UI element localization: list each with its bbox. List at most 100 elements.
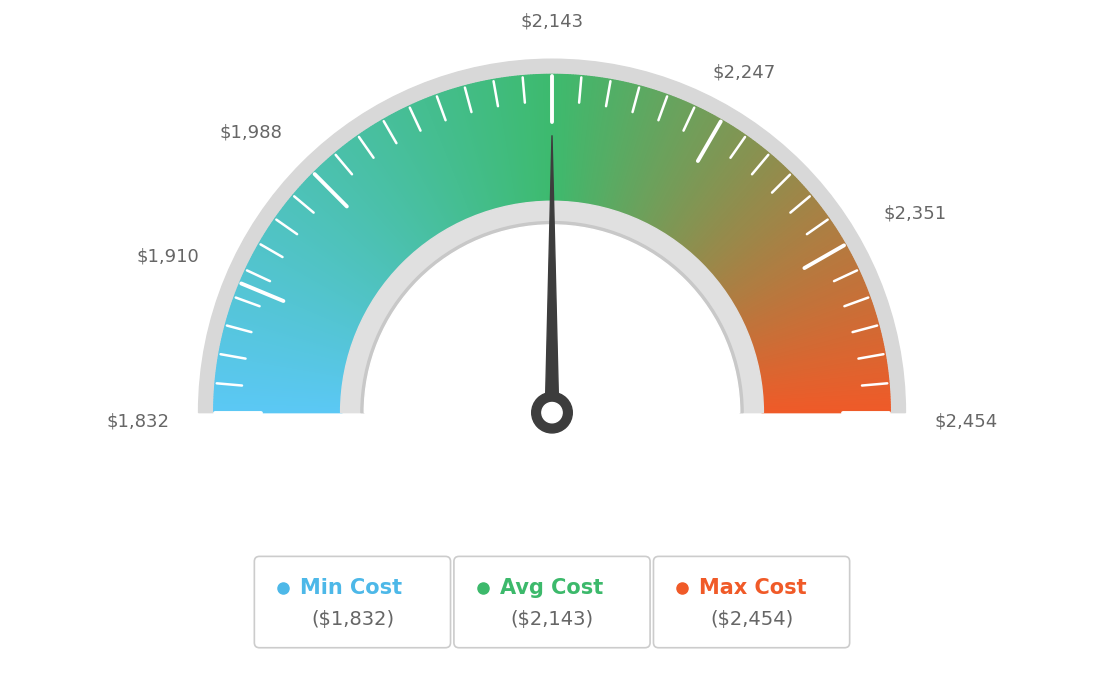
Wedge shape [217,357,346,380]
Wedge shape [256,248,369,312]
Wedge shape [762,391,890,401]
Wedge shape [761,381,889,395]
Wedge shape [686,152,769,252]
Wedge shape [753,318,878,356]
Wedge shape [297,189,395,275]
Wedge shape [257,245,370,310]
Wedge shape [733,243,846,308]
Wedge shape [586,79,611,206]
Wedge shape [752,308,874,349]
Wedge shape [289,197,391,280]
Wedge shape [278,212,383,289]
Text: Min Cost: Min Cost [300,578,402,598]
Wedge shape [254,250,369,313]
Wedge shape [721,212,826,289]
Wedge shape [265,231,375,302]
Wedge shape [640,106,696,223]
Wedge shape [214,391,342,401]
Wedge shape [235,293,355,340]
Wedge shape [758,349,884,375]
Wedge shape [601,83,634,209]
Wedge shape [593,81,620,207]
Wedge shape [595,81,623,208]
Wedge shape [216,371,344,388]
Wedge shape [465,85,500,210]
Wedge shape [537,75,544,203]
Wedge shape [757,346,884,373]
Wedge shape [643,108,701,224]
Wedge shape [342,146,424,248]
Wedge shape [552,75,554,203]
Wedge shape [762,400,890,406]
Wedge shape [216,368,344,386]
Wedge shape [607,86,644,211]
Wedge shape [626,96,675,217]
Wedge shape [762,397,890,404]
Wedge shape [330,155,416,254]
Wedge shape [214,410,342,413]
Wedge shape [312,172,405,264]
Wedge shape [286,201,389,283]
Wedge shape [481,81,509,208]
Wedge shape [745,281,864,333]
Wedge shape [199,59,905,413]
Wedge shape [298,187,396,274]
Wedge shape [240,281,359,333]
Wedge shape [455,88,493,212]
Wedge shape [293,193,393,277]
Wedge shape [603,84,636,210]
Wedge shape [392,114,454,228]
Wedge shape [437,94,482,215]
Wedge shape [715,201,818,283]
Wedge shape [320,164,410,259]
Wedge shape [694,164,784,259]
Wedge shape [423,99,474,219]
Wedge shape [708,187,806,274]
Wedge shape [657,120,724,232]
Wedge shape [382,119,448,231]
Wedge shape [650,114,712,228]
Wedge shape [349,141,427,245]
Wedge shape [651,115,715,229]
Wedge shape [676,139,753,244]
Wedge shape [528,75,539,204]
Wedge shape [705,183,803,271]
Wedge shape [268,227,376,299]
Wedge shape [221,344,347,372]
Wedge shape [661,124,731,235]
Wedge shape [622,94,667,215]
Wedge shape [505,77,524,205]
Text: ($2,143): ($2,143) [510,611,594,629]
Wedge shape [491,79,516,206]
Wedge shape [697,168,787,262]
Wedge shape [751,306,873,348]
Wedge shape [486,81,512,207]
Wedge shape [231,306,353,348]
Wedge shape [555,75,560,203]
Wedge shape [546,75,551,203]
Wedge shape [364,225,740,413]
Wedge shape [220,349,346,375]
Wedge shape [337,150,420,251]
Wedge shape [373,124,443,235]
Wedge shape [263,236,373,304]
Wedge shape [215,378,343,393]
Wedge shape [389,115,453,229]
Wedge shape [752,310,875,351]
Wedge shape [647,111,708,226]
Wedge shape [214,407,342,411]
Wedge shape [718,206,821,286]
Wedge shape [425,98,475,218]
Wedge shape [638,104,693,222]
Wedge shape [735,250,850,313]
Wedge shape [739,259,854,319]
Wedge shape [736,252,851,315]
Wedge shape [215,375,343,391]
Wedge shape [261,238,372,306]
Wedge shape [628,97,677,217]
Wedge shape [489,80,514,207]
Wedge shape [740,262,856,320]
Wedge shape [214,404,342,409]
Wedge shape [761,388,890,400]
Wedge shape [232,301,354,345]
